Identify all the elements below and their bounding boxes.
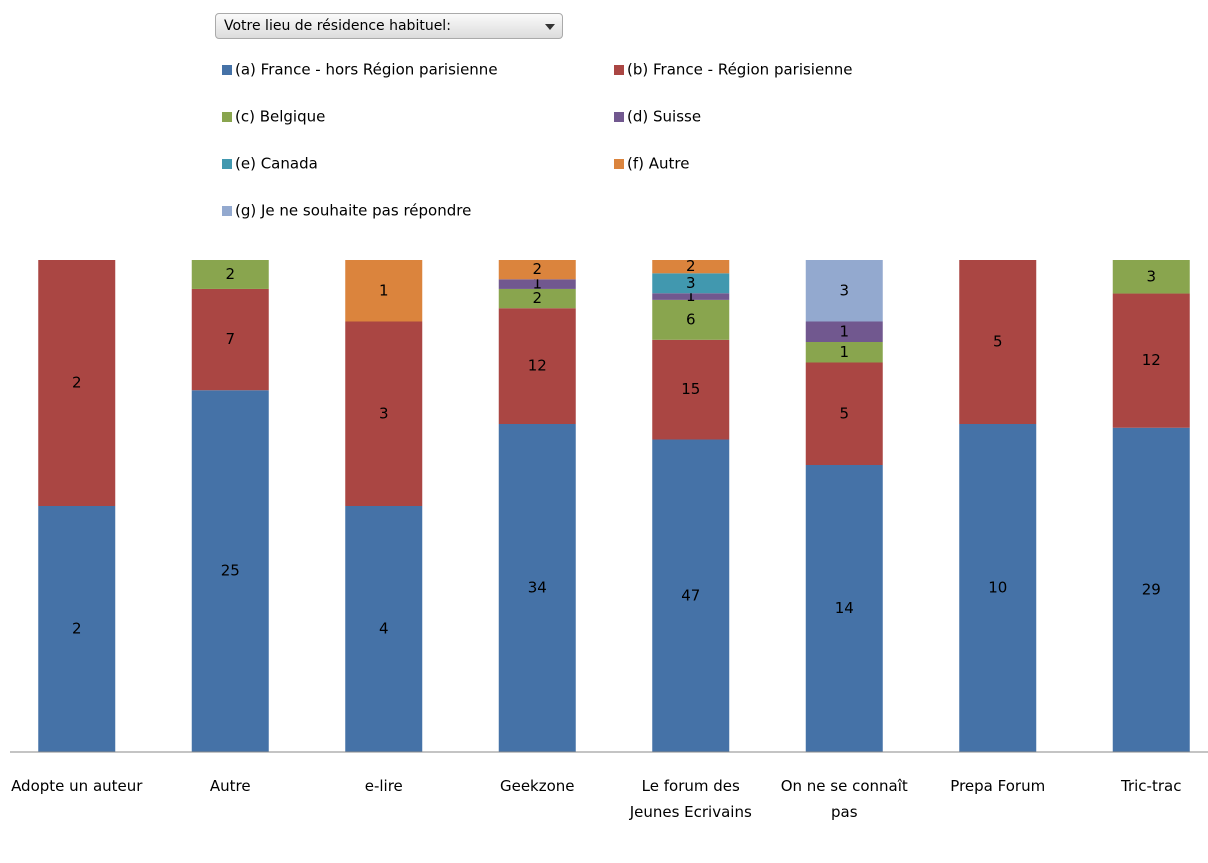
data-label: 2: [532, 289, 542, 307]
data-label: 1: [839, 343, 849, 361]
legend-label: (f) Autre: [627, 155, 689, 173]
bar-segment: [191, 288, 269, 391]
data-label: 7: [225, 330, 235, 348]
bar-segment: [959, 260, 1037, 424]
bar-segment: [1112, 427, 1190, 752]
bar-segment: [805, 362, 883, 465]
bar-segment: [805, 260, 883, 322]
data-label: 2: [225, 265, 235, 283]
legend-label: (g) Je ne souhaite pas répondre: [235, 202, 471, 220]
bar-segment: [498, 308, 576, 424]
data-label: 6: [686, 310, 696, 328]
legend-swatch: [222, 65, 232, 75]
x-tick-label: e-lire: [364, 777, 403, 795]
bar-segment: [652, 273, 730, 294]
data-label: 12: [528, 357, 547, 375]
legend-label: (c) Belgique: [235, 108, 325, 126]
x-tick-label: Adopte un auteur: [11, 777, 143, 795]
bar-segment: [959, 424, 1037, 752]
data-label: 3: [379, 404, 389, 422]
data-label: 5: [993, 333, 1003, 351]
bar-segment: [498, 424, 576, 752]
bar-segment: [38, 260, 116, 506]
legend-label: (b) France - Région parisienne: [627, 61, 852, 79]
legend-label: (e) Canada: [235, 155, 318, 173]
bar-segment: [652, 339, 730, 440]
bar-segment: [652, 260, 730, 274]
data-label: 25: [221, 562, 240, 580]
data-label: 3: [1146, 267, 1156, 285]
bar-segment: [805, 321, 883, 342]
data-label: 2: [72, 620, 82, 638]
legend-swatch: [614, 159, 624, 169]
bar-segment: [1112, 293, 1190, 428]
x-tick-label: Prepa Forum: [950, 777, 1046, 795]
bar-segment: [652, 439, 730, 752]
legend-swatch: [614, 112, 624, 122]
legend-swatch: [614, 65, 624, 75]
x-tick-label: Le forum des Jeunes Ecrivains: [629, 777, 752, 821]
bar-segment: [498, 279, 576, 289]
x-tick-label: Tric-trac: [1121, 777, 1182, 795]
bar-segment: [345, 321, 423, 506]
data-label: 15: [681, 380, 700, 398]
filter-dropdown[interactable]: Votre lieu de résidence habituel:: [215, 13, 563, 39]
bar-segment: [1112, 260, 1190, 294]
data-label: 2: [532, 260, 542, 278]
data-label: 12: [1142, 351, 1161, 369]
bar-segment: [191, 390, 269, 752]
bar-segment: [652, 299, 730, 340]
data-label: 1: [839, 322, 849, 340]
data-label: 34: [528, 579, 547, 597]
data-label: 4: [379, 620, 389, 638]
data-label: 3: [686, 274, 696, 292]
data-label: 47: [681, 586, 700, 604]
bar-segment: [345, 506, 423, 752]
bar-segment: [805, 465, 883, 752]
data-label: 1: [686, 287, 696, 305]
x-tick-label: Geekzone: [499, 777, 575, 795]
legend-swatch: [222, 159, 232, 169]
bar-segment: [652, 293, 730, 300]
data-label: 5: [839, 404, 849, 422]
data-label: 10: [988, 579, 1007, 597]
legend-label: (a) France - hors Région parisienne: [235, 61, 498, 79]
bar-segment: [191, 260, 269, 289]
data-label: 29: [1142, 580, 1161, 598]
data-label: 1: [532, 275, 542, 293]
bar-segment: [38, 506, 116, 752]
bar-segment: [345, 260, 423, 322]
data-label: 14: [835, 599, 854, 617]
legend-swatch: [222, 112, 232, 122]
data-label: 2: [72, 374, 82, 392]
bar-segment: [805, 342, 883, 363]
x-tick-label: Autre: [209, 777, 251, 795]
data-label: 1: [379, 281, 389, 299]
x-tick-label: On ne se connaît pas: [780, 777, 908, 821]
legend-label: (d) Suisse: [627, 108, 701, 126]
data-label: 2: [686, 257, 696, 275]
dropdown-arrow[interactable]: [545, 24, 555, 30]
bar-segment: [498, 288, 576, 309]
bar-segment: [498, 260, 576, 280]
filter-label: Votre lieu de résidence habituel:: [224, 18, 451, 34]
data-label: 3: [839, 281, 849, 299]
legend-swatch: [222, 206, 232, 216]
